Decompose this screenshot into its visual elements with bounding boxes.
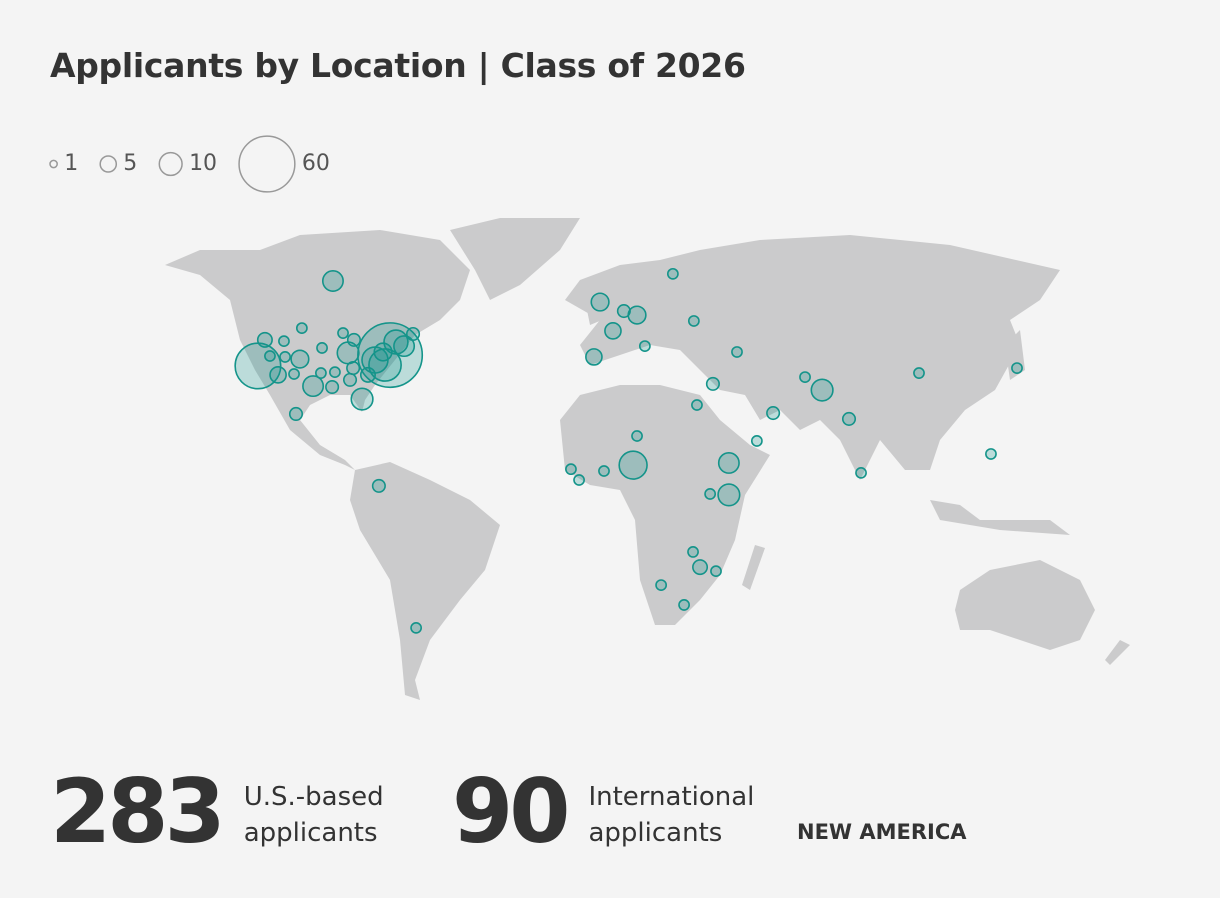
bubble — [371, 478, 386, 493]
bubble — [692, 559, 709, 576]
bubble — [585, 348, 603, 366]
bubble — [278, 335, 290, 348]
bubble — [631, 430, 643, 442]
bubble — [799, 371, 811, 383]
stat-number: 90 — [452, 760, 570, 863]
bubble — [985, 448, 997, 460]
bubble — [393, 335, 416, 358]
bubble — [691, 399, 703, 411]
bubble — [604, 322, 622, 340]
new-zealand — [1105, 640, 1130, 665]
stat-label: International applicants — [588, 781, 755, 848]
bubble — [325, 379, 340, 395]
bubble — [316, 342, 328, 354]
bubble — [638, 340, 651, 352]
bubble — [705, 376, 720, 391]
bubble — [598, 465, 610, 477]
bubble — [406, 326, 421, 342]
madagascar — [742, 545, 765, 590]
bubble — [346, 332, 361, 347]
bubble — [678, 599, 690, 611]
south-america — [350, 462, 500, 700]
bubble — [295, 322, 308, 334]
bubble — [350, 387, 374, 411]
bubble — [337, 327, 349, 339]
bubble — [279, 351, 291, 363]
bubble — [710, 565, 722, 578]
bubble — [766, 406, 781, 421]
legend-label: 10 — [189, 151, 217, 176]
bubble — [717, 451, 740, 474]
bubble — [731, 346, 743, 358]
bubble — [687, 315, 700, 327]
bubble — [302, 375, 325, 398]
bubble — [704, 488, 717, 500]
bubble — [359, 366, 376, 383]
bubble — [290, 349, 310, 369]
map — [165, 218, 1130, 700]
legend-circle — [158, 151, 183, 177]
stat-us: 283 U.S.-based applicants — [50, 760, 424, 863]
bubbles — [234, 267, 1023, 634]
bubble — [810, 378, 834, 402]
japan — [1005, 330, 1025, 380]
bubble — [346, 361, 361, 376]
bubble — [717, 483, 741, 507]
legend-label: 1 — [64, 151, 78, 176]
bubble — [855, 466, 867, 479]
legend: 1 5 10 60 — [49, 135, 330, 193]
bubble — [329, 366, 341, 379]
bubble — [573, 474, 585, 486]
stat-intl: 90 International applicants — [452, 760, 768, 863]
bubble — [841, 411, 857, 426]
africa — [560, 385, 770, 625]
bubble — [750, 435, 763, 447]
bubble — [315, 367, 327, 379]
bubble — [269, 366, 287, 384]
eurasia — [565, 235, 1060, 480]
bubble — [618, 450, 648, 480]
bubble — [1011, 362, 1023, 374]
greenland — [450, 218, 580, 300]
bubble — [264, 350, 276, 362]
bubble — [256, 331, 273, 348]
bubble — [655, 579, 668, 591]
australia — [955, 560, 1095, 650]
bubble — [288, 406, 304, 422]
bubble — [590, 292, 610, 312]
bubble — [343, 372, 358, 387]
bubble — [616, 304, 631, 319]
legend-circle — [99, 155, 118, 173]
legend-circle — [49, 159, 58, 169]
bubble — [565, 463, 577, 476]
bubble — [666, 267, 679, 280]
stat-number: 283 — [50, 760, 226, 863]
legend-label: 60 — [302, 151, 330, 176]
legend-circle — [238, 135, 296, 193]
indonesia — [930, 500, 1070, 535]
bubble — [410, 621, 423, 634]
bubble — [373, 342, 393, 362]
chart-title: Applicants by Location | Class of 2026 — [50, 46, 746, 85]
land — [165, 218, 1130, 700]
brand: NEW AMERICA — [797, 820, 967, 844]
stat-label: U.S.-based applicants — [243, 781, 384, 848]
bubble — [627, 305, 647, 325]
bubble — [687, 546, 699, 558]
bubble — [321, 269, 344, 292]
legend-label: 5 — [123, 151, 137, 176]
bubble — [913, 367, 925, 379]
bubble — [288, 368, 300, 380]
